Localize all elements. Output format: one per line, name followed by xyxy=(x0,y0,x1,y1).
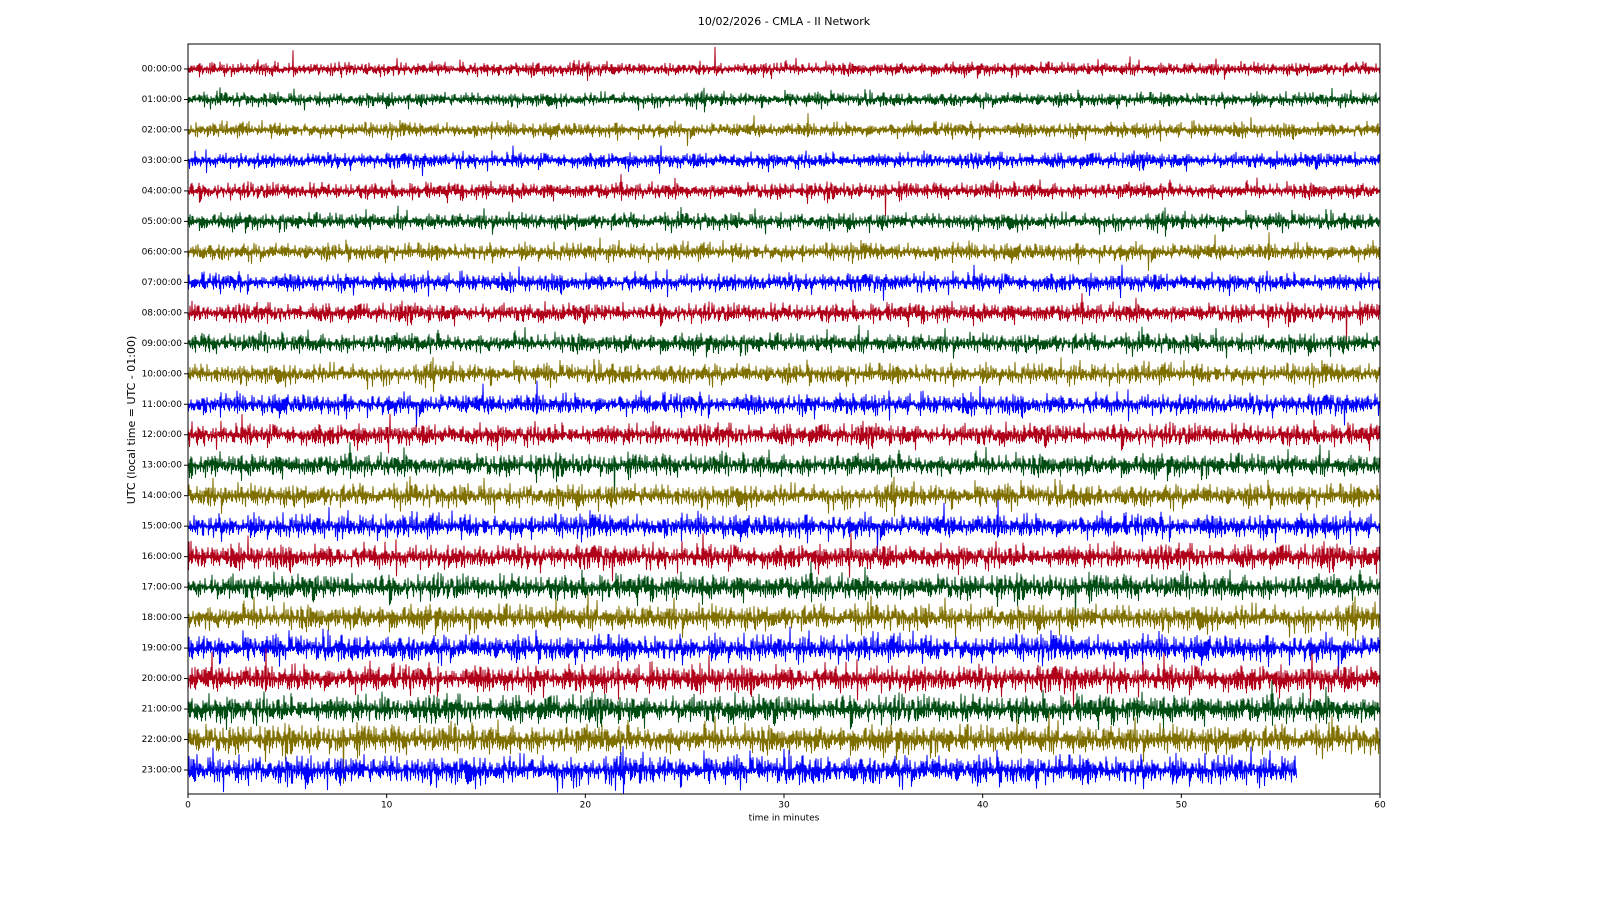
x-tick-label: 30 xyxy=(778,801,790,811)
y-tick-label: 00:00:00 xyxy=(142,65,183,75)
y-tick-label: 18:00:00 xyxy=(142,613,183,623)
y-tick-label: 20:00:00 xyxy=(142,674,183,684)
y-tick-label: 10:00:00 xyxy=(142,369,183,379)
y-tick-label: 12:00:00 xyxy=(142,430,183,440)
trace xyxy=(188,413,1380,454)
y-tick-label: 21:00:00 xyxy=(142,705,183,715)
y-tick-label: 05:00:00 xyxy=(142,217,183,227)
y-axis-label: UTC (local time = UTC - 01:00) xyxy=(125,336,138,505)
trace xyxy=(188,325,1380,359)
y-tick-label: 23:00:00 xyxy=(142,766,183,776)
y-tick-label: 22:00:00 xyxy=(142,735,183,745)
trace xyxy=(188,145,1380,177)
trace xyxy=(188,357,1380,393)
trace xyxy=(188,46,1380,81)
trace xyxy=(188,380,1380,427)
x-tick-label: 20 xyxy=(580,801,592,811)
y-tick-label: 01:00:00 xyxy=(142,95,183,105)
x-tick-label: 50 xyxy=(1176,801,1188,811)
trace xyxy=(188,174,1380,217)
y-tick-label: 13:00:00 xyxy=(142,461,183,471)
trace xyxy=(188,593,1380,641)
trace xyxy=(188,232,1380,271)
chart-title: 10/02/2026 - CMLA - II Network xyxy=(698,15,871,28)
trace xyxy=(188,476,1380,517)
y-tick-label: 15:00:00 xyxy=(142,522,183,532)
y-tick-label: 09:00:00 xyxy=(142,339,183,349)
trace xyxy=(188,680,1380,731)
y-tick-label: 06:00:00 xyxy=(142,247,183,257)
x-tick-label: 60 xyxy=(1374,801,1386,811)
trace xyxy=(188,113,1380,147)
y-tick-label: 04:00:00 xyxy=(142,186,183,196)
y-tick-label: 19:00:00 xyxy=(142,644,183,654)
x-tick-label: 40 xyxy=(977,801,989,811)
traces xyxy=(188,46,1380,794)
trace xyxy=(188,264,1380,301)
x-axis-label: time in minutes xyxy=(749,814,820,824)
y-tick-label: 02:00:00 xyxy=(142,125,183,135)
trace xyxy=(188,205,1380,237)
y-tick-label: 03:00:00 xyxy=(142,156,183,166)
y-tick-label: 11:00:00 xyxy=(142,400,183,410)
trace xyxy=(188,561,1380,627)
trace xyxy=(188,442,1380,501)
trace xyxy=(188,648,1380,706)
trace xyxy=(188,626,1380,677)
trace xyxy=(188,533,1380,582)
trace xyxy=(188,499,1380,552)
y-tick-label: 14:00:00 xyxy=(142,491,183,501)
trace xyxy=(188,713,1380,784)
y-tick-label: 16:00:00 xyxy=(142,552,183,562)
trace xyxy=(188,293,1380,343)
trace xyxy=(188,746,1297,794)
y-tick-label: 07:00:00 xyxy=(142,278,183,288)
y-tick-label: 08:00:00 xyxy=(142,308,183,318)
trace xyxy=(188,87,1380,113)
y-tick-label: 17:00:00 xyxy=(142,583,183,593)
x-tick-label: 0 xyxy=(185,801,191,811)
x-tick-label: 10 xyxy=(381,801,393,811)
